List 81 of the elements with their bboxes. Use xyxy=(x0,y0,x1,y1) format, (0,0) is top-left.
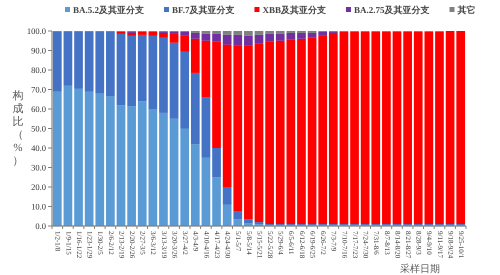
bar xyxy=(127,36,136,106)
y-tick-label: 80.0 xyxy=(31,65,46,75)
bar xyxy=(360,32,370,224)
bar xyxy=(180,128,190,226)
x-axis-title: 采样日期 xyxy=(400,263,440,275)
bar xyxy=(276,31,285,34)
bar xyxy=(84,32,94,92)
bar xyxy=(403,32,412,224)
y-tick-label: 10.0 xyxy=(31,202,46,212)
bar xyxy=(190,144,200,226)
bar xyxy=(127,32,136,36)
y-tick-label: 0.0 xyxy=(35,221,46,231)
bar xyxy=(52,32,62,92)
bar xyxy=(318,32,328,36)
bar xyxy=(148,109,158,226)
bar xyxy=(244,219,253,224)
bar xyxy=(138,101,147,226)
bar xyxy=(392,32,402,224)
bar xyxy=(286,40,296,224)
y-tick-label: 20.0 xyxy=(31,182,46,192)
bar xyxy=(286,32,296,40)
bar xyxy=(382,32,391,224)
bar xyxy=(180,51,190,128)
bar xyxy=(254,31,264,35)
bar xyxy=(328,32,338,224)
y-tick-label: 70.0 xyxy=(31,84,46,94)
y-tick-label: 90.0 xyxy=(31,46,46,56)
bar xyxy=(318,36,328,224)
bar xyxy=(190,72,200,144)
bar xyxy=(190,32,200,39)
bar xyxy=(138,34,147,102)
y-axis-title: 构成比（%） xyxy=(12,90,24,167)
legend-label: XBB及其亚分支 xyxy=(262,5,326,15)
bar xyxy=(233,219,242,226)
bar xyxy=(95,32,104,94)
bar xyxy=(254,34,264,44)
bar xyxy=(222,34,232,45)
bar xyxy=(371,32,380,224)
bar xyxy=(148,32,158,36)
bar xyxy=(276,34,285,41)
bar xyxy=(222,204,232,226)
legend-label: BA.5.2及其亚分支 xyxy=(73,5,144,15)
bar xyxy=(95,93,104,226)
bar xyxy=(276,40,285,224)
bar xyxy=(180,32,190,36)
bar xyxy=(222,187,232,205)
bar xyxy=(233,34,242,46)
bar xyxy=(244,46,253,220)
bar xyxy=(106,96,115,226)
y-tick-label: 30.0 xyxy=(31,162,46,172)
bar xyxy=(116,105,126,226)
bar xyxy=(52,91,62,226)
y-tick-label: 100.0 xyxy=(26,26,46,36)
bar xyxy=(414,32,423,224)
bar xyxy=(116,34,126,106)
bar xyxy=(127,106,136,226)
bar xyxy=(244,31,253,36)
bar xyxy=(84,91,94,226)
legend-label: 其它 xyxy=(456,5,476,15)
bar xyxy=(180,36,190,52)
bar xyxy=(233,31,242,35)
bar xyxy=(244,36,253,46)
bar xyxy=(265,31,274,34)
y-tick-label: 50.0 xyxy=(31,124,46,134)
bar xyxy=(456,31,466,224)
bar xyxy=(222,31,232,35)
bar xyxy=(222,44,232,187)
y-tick-label: 40.0 xyxy=(31,143,46,153)
bar xyxy=(148,36,158,109)
bar xyxy=(233,211,242,220)
legend-label: BF.7及其亚分支 xyxy=(172,5,234,15)
bar xyxy=(233,46,242,212)
bar xyxy=(265,34,274,42)
bar xyxy=(106,32,115,96)
bar xyxy=(265,42,274,224)
y-tick-label: 60.0 xyxy=(31,104,46,114)
bar xyxy=(138,32,147,35)
bar xyxy=(254,44,264,222)
legend-label: BA.2.75及其亚分支 xyxy=(354,5,430,15)
bar xyxy=(190,38,200,73)
bar xyxy=(424,32,434,224)
